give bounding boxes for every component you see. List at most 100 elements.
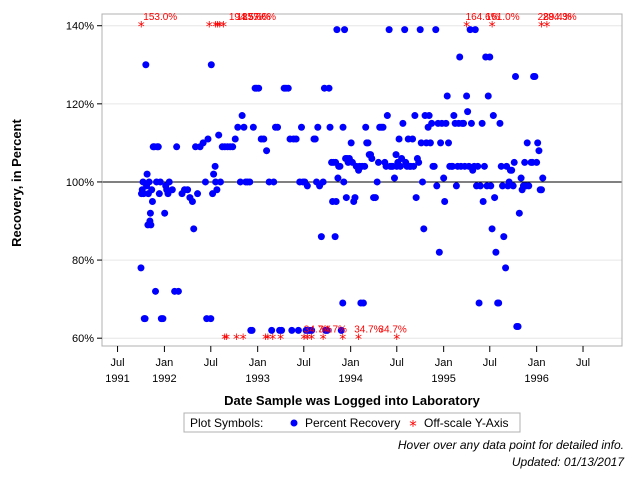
recovery-point (409, 135, 417, 143)
legend: Plot Symbols: Percent Recovery * Off-sca… (183, 412, 521, 435)
recovery-point (184, 186, 192, 194)
recovery-point (213, 186, 221, 194)
plot-frame (101, 13, 623, 347)
x-tick-year-label: 1991 (105, 373, 129, 385)
recovery-point (249, 123, 257, 131)
recovery-point (268, 326, 276, 334)
offscale-asterisk: * (264, 332, 271, 348)
recovery-point (325, 84, 333, 92)
recovery-point (207, 61, 215, 69)
recovery-point (502, 264, 510, 272)
x-tick-label: Jan (435, 357, 453, 369)
recovery-point (229, 143, 237, 151)
recovery-point (496, 119, 504, 127)
recovery-point (326, 123, 334, 131)
y-tick-label: 60% (72, 333, 94, 345)
recovery-point (339, 123, 347, 131)
recovery-point (467, 119, 475, 127)
recovery-point (174, 287, 182, 295)
recovery-point (137, 264, 145, 272)
offscale-asterisk: * (308, 332, 315, 348)
recovery-point (361, 162, 369, 170)
recovery-point (168, 186, 176, 194)
offscale-asterisk: * (277, 332, 284, 348)
recovery-point (297, 123, 305, 131)
recovery-point (238, 112, 246, 120)
offscale-asterisk: * (221, 332, 228, 348)
offscale-value-label: 164.6% (466, 12, 500, 23)
recovery-point (474, 162, 482, 170)
offscale-asterisk: * (538, 20, 545, 36)
offscale-asterisk: * (262, 332, 269, 348)
recovery-point (464, 108, 472, 116)
recovery-point (489, 112, 497, 120)
recovery-point (475, 299, 483, 307)
recovery-point (161, 209, 169, 217)
recovery-point (531, 72, 539, 80)
offscale-value-label: 153.0% (143, 12, 177, 23)
recovery-point (476, 182, 484, 190)
recovery-point (201, 178, 209, 186)
recovery-point (379, 123, 387, 131)
offscale-asterisk: * (212, 20, 219, 36)
recovery-point (148, 197, 156, 205)
recovery-point (432, 26, 440, 34)
recovery-point (444, 139, 452, 147)
recovery-point (159, 315, 167, 323)
recovery-point (399, 119, 407, 127)
recovery-point (359, 299, 367, 307)
y-axis-title: Recovery, in Percent (9, 119, 24, 247)
recovery-point (260, 135, 268, 143)
y-tick-label: 140% (66, 21, 94, 33)
offscale-value-label: 34.7% (319, 324, 347, 335)
recovery-point (433, 182, 441, 190)
recovery-point (463, 92, 471, 100)
recovery-point (340, 178, 348, 186)
x-tick-year-label: 1994 (338, 373, 362, 385)
recovery-point (425, 112, 433, 120)
recovery-point (154, 143, 162, 151)
recovery-point (142, 61, 150, 69)
recovery-point (373, 178, 381, 186)
recovery-point (210, 170, 218, 178)
recovery-point (442, 119, 450, 127)
x-tick-label: Jan (156, 357, 174, 369)
recovery-point (263, 147, 271, 155)
recovery-point (417, 139, 425, 147)
recovery-point (499, 182, 507, 190)
recovery-point (401, 26, 409, 34)
offscale-asterisk: * (320, 332, 327, 348)
x-tick-year-label: 1996 (524, 373, 548, 385)
recovery-point (333, 26, 341, 34)
recovery-point (212, 178, 220, 186)
recovery-point (364, 139, 372, 147)
recovery-point (331, 233, 339, 241)
offscale-asterisk: * (355, 332, 362, 348)
recovery-point (147, 221, 155, 229)
x-tick-label: Jul (297, 357, 311, 369)
recovery-point (456, 53, 464, 61)
offscale-asterisk: * (216, 20, 223, 36)
offscale-value-label: 34.7% (354, 324, 382, 335)
recovery-point (415, 158, 423, 166)
recovery-point (488, 225, 496, 233)
recovery-point (292, 135, 300, 143)
recovery-point (426, 139, 434, 147)
recovery-point (478, 119, 486, 127)
y-axis: 60% 80% 100% 120% 140% (66, 21, 102, 345)
recovery-point (495, 299, 503, 307)
recovery-point (396, 162, 404, 170)
x-tick-label: Jul (111, 357, 125, 369)
recovery-point (332, 197, 340, 205)
recovery-point (337, 326, 345, 334)
recovery-point (534, 139, 542, 147)
offscale-asterisk: * (240, 332, 247, 348)
recovery-point (341, 26, 349, 34)
recovery-point (395, 135, 403, 143)
recovery-point (410, 162, 418, 170)
y-tick-label: 80% (72, 255, 94, 267)
recovery-point (317, 233, 325, 241)
y-tick-label: 100% (66, 177, 94, 189)
recovery-point (492, 248, 500, 256)
